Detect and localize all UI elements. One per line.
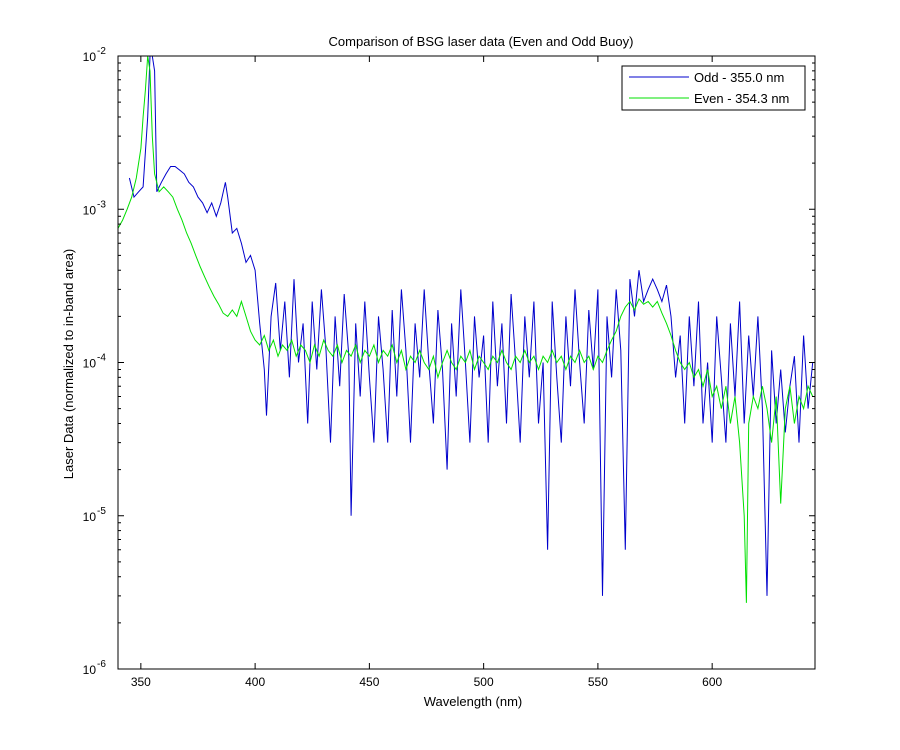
x-tick-label: 500 [474, 675, 494, 689]
plot-background [118, 56, 815, 669]
y-axis: 10-210-310-410-510-6 [83, 46, 815, 677]
y-tick-label: 10 [83, 50, 97, 64]
y-tick-exponent: -4 [97, 353, 106, 364]
y-tick-label: 10 [83, 510, 97, 524]
y-tick-label: 10 [83, 203, 97, 217]
series-layer [118, 56, 814, 603]
x-axis-label: Wavelength (nm) [424, 694, 523, 709]
x-tick-label: 550 [588, 675, 608, 689]
y-tick-exponent: -5 [97, 506, 106, 517]
chart-title: Comparison of BSG laser data (Even and O… [329, 34, 634, 49]
series-line-0 [128, 56, 814, 596]
x-tick-label: 450 [359, 675, 379, 689]
legend-box [621, 65, 806, 111]
series-line-1 [118, 56, 814, 603]
plot-clip-region [118, 56, 814, 603]
x-axis: 350 400 450 500 550 600 [131, 56, 722, 689]
y-tick-exponent: -2 [97, 46, 106, 57]
y-tick-label: 10 [83, 357, 97, 371]
x-tick-label: 350 [131, 675, 151, 689]
legend: Odd - 355.0 nm Even - 354.3 nm [621, 65, 806, 111]
legend-label-odd: Odd - 355.0 nm [694, 70, 784, 85]
x-tick-label: 400 [245, 675, 265, 689]
y-tick-exponent: -6 [97, 659, 106, 670]
x-tick-label: 600 [702, 675, 722, 689]
plot-area: 350 400 450 500 550 600 10-210-310-410-510-6 [83, 46, 816, 689]
y-axis-label: Laser Data (normalized to in-band area) [61, 249, 76, 480]
y-tick-label: 10 [83, 663, 97, 677]
legend-label-even: Even - 354.3 nm [694, 91, 789, 106]
y-tick-exponent: -3 [97, 199, 106, 210]
